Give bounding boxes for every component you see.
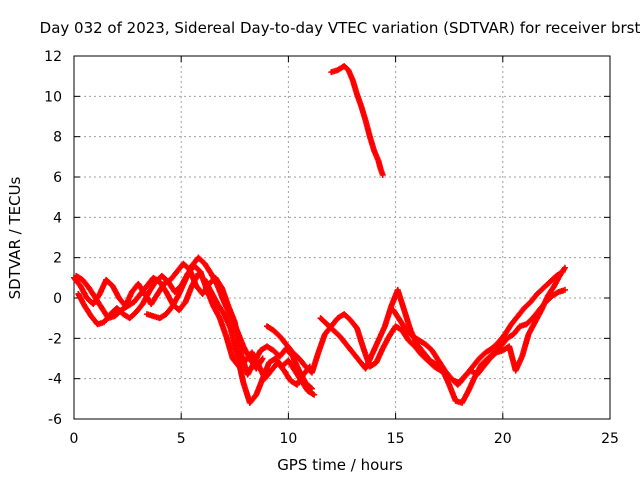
data-point [561, 286, 568, 293]
chart-title: Day 032 of 2023, Sidereal Day-to-day VTE… [40, 19, 640, 37]
data-point [259, 355, 266, 362]
y-tick-label: 8 [53, 130, 62, 146]
data-point [379, 171, 386, 178]
x-axis-label: GPS time / hours [277, 456, 403, 474]
data-point [561, 264, 568, 271]
x-axis: 0 5 10 15 20 25 [70, 56, 619, 447]
series-arc-8 [328, 63, 386, 178]
y-tick-label: 4 [53, 210, 62, 226]
y-tick-label: 0 [53, 291, 62, 307]
series-arc-4 [143, 254, 266, 372]
y-tick-label: 12 [44, 49, 62, 65]
y-tick-label: 10 [44, 89, 62, 105]
y-axis-label: SDTVAR / TECUs [6, 176, 24, 299]
x-tick-label: 5 [177, 431, 186, 447]
series-arc-7 [390, 264, 568, 388]
y-tick-label: -2 [48, 331, 62, 347]
x-tick-label: 10 [279, 431, 297, 447]
y-tick-label: -4 [48, 372, 62, 388]
y-tick-label: 6 [53, 170, 62, 186]
x-tick-label: 0 [70, 431, 79, 447]
gridlines [74, 56, 610, 419]
y-tick-label: 2 [53, 251, 62, 267]
data-point [311, 391, 318, 398]
series-arc-2 [73, 270, 318, 406]
x-tick-label: 15 [387, 431, 405, 447]
x-tick-label: 20 [494, 431, 512, 447]
plot-frame [73, 55, 611, 420]
y-tick-label: -6 [48, 412, 62, 428]
x-tick-label: 25 [601, 431, 619, 447]
data-markers [71, 63, 568, 406]
y-axis: -6 -4 -2 0 2 4 6 8 10 12 [44, 49, 610, 428]
